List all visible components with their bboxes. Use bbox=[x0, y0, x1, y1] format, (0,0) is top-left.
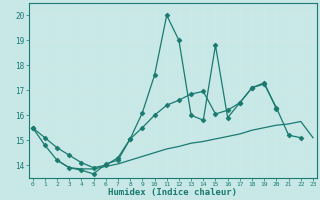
X-axis label: Humidex (Indice chaleur): Humidex (Indice chaleur) bbox=[108, 188, 237, 197]
